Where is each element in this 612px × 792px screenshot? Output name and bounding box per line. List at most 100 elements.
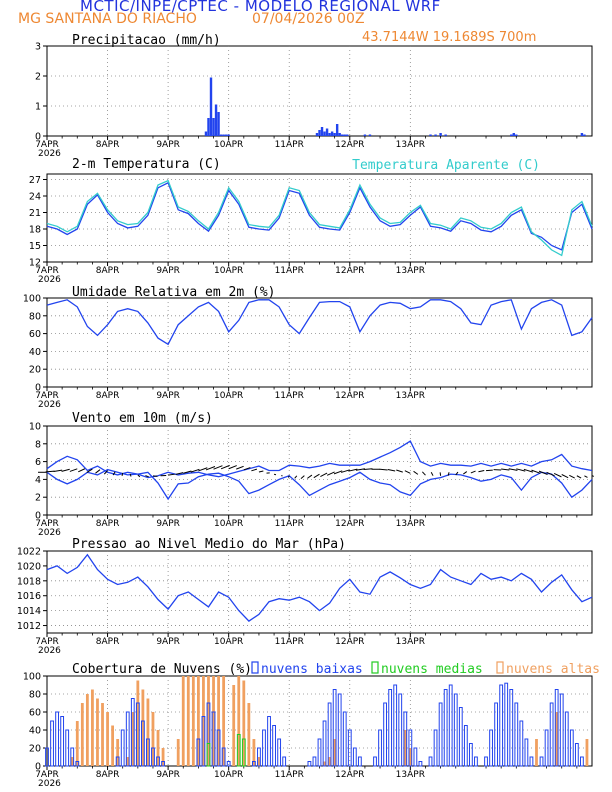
precip-bar bbox=[444, 134, 447, 136]
pressure-ytick-label: 1022 bbox=[17, 547, 41, 558]
wind-barb bbox=[333, 470, 343, 475]
wind-barb bbox=[430, 471, 434, 476]
clouds-bar-0 bbox=[373, 756, 377, 767]
clouds-bar-0 bbox=[453, 693, 458, 767]
clouds-bar-2 bbox=[207, 676, 210, 766]
precip-bar bbox=[512, 133, 515, 136]
clouds-bar-0 bbox=[332, 689, 337, 767]
precip-bar bbox=[341, 134, 344, 136]
clouds-bar-0 bbox=[201, 716, 206, 767]
wind-barb bbox=[553, 473, 562, 478]
clouds-bar-0 bbox=[549, 702, 554, 767]
clouds-bar-1 bbox=[241, 738, 246, 767]
clouds-bar-2 bbox=[186, 676, 190, 766]
pressure-date-label: 12APR bbox=[335, 637, 364, 647]
precip-bar bbox=[227, 134, 230, 136]
wind-barb bbox=[501, 468, 510, 471]
temp-series-line bbox=[46, 179, 593, 257]
clouds-bar-0 bbox=[196, 738, 201, 767]
precip-date-label: 9APR bbox=[156, 140, 180, 150]
clouds-ytick-label: 60 bbox=[29, 708, 41, 719]
precip-bar bbox=[222, 134, 225, 136]
clouds-bar-2 bbox=[212, 676, 215, 766]
pressure-title: Pressao ao Nivel Medio do Mar (hPa) bbox=[72, 537, 346, 552]
wind-barb bbox=[287, 475, 290, 478]
precip-ytick-label: 0 bbox=[35, 132, 41, 143]
wind-date-label: 11APR bbox=[275, 519, 304, 529]
clouds-bar-2 bbox=[242, 680, 246, 766]
clouds-bar-0 bbox=[519, 720, 524, 767]
clouds-bar-0 bbox=[499, 684, 504, 767]
wind-barb bbox=[220, 464, 230, 470]
clouds-bar-2 bbox=[323, 761, 326, 766]
clouds-bar-2 bbox=[403, 730, 407, 766]
clouds-bar-2 bbox=[70, 757, 74, 766]
clouds-bar-2 bbox=[196, 676, 200, 766]
temp-date-label: 8APR bbox=[96, 266, 120, 276]
clouds-bar-0 bbox=[418, 761, 423, 767]
clouds-bar-1 bbox=[206, 743, 211, 767]
wind-barb bbox=[145, 475, 149, 478]
clouds-bar-2 bbox=[232, 685, 236, 766]
clouds-bar-0 bbox=[267, 716, 271, 767]
wind-barb bbox=[258, 470, 264, 473]
wind-barb bbox=[584, 475, 588, 478]
pressure-date-label: 7APR bbox=[35, 637, 59, 647]
clouds-bar-2 bbox=[91, 689, 94, 766]
wind-barb bbox=[300, 475, 305, 479]
rh-date-label: 7APR bbox=[35, 391, 59, 401]
clouds-bar-2 bbox=[101, 703, 104, 766]
clouds-date-label: 10APR bbox=[214, 770, 243, 780]
precip-bar bbox=[315, 133, 319, 136]
wind-ytick-label: 4 bbox=[35, 475, 41, 486]
clouds-ytick-label: 20 bbox=[29, 744, 41, 755]
wind-title: Vento em 10m (m/s) bbox=[72, 411, 213, 426]
precip-bar bbox=[333, 133, 336, 136]
rh-date-label: 10APR bbox=[214, 391, 243, 401]
rh-ytick-label: 100 bbox=[23, 294, 41, 305]
precip-date-label: 12APR bbox=[335, 140, 364, 150]
wind-barb bbox=[137, 474, 141, 478]
clouds-bar-2 bbox=[106, 712, 109, 766]
wind-barb bbox=[447, 472, 450, 476]
clouds-bar-0 bbox=[438, 702, 443, 767]
pressure-date-label: 13APR bbox=[396, 637, 425, 647]
rh-ytick-label: 0 bbox=[35, 383, 41, 394]
precip-bar bbox=[343, 134, 346, 136]
clouds-legend-label: nuvens altas bbox=[506, 662, 600, 677]
clouds-bar-0 bbox=[433, 729, 438, 767]
clouds-bar-2 bbox=[181, 676, 185, 766]
header-title: MCTIC/INPE/CPTEC - MODELO REGIONAL WRF bbox=[80, 0, 441, 15]
wind-barb bbox=[294, 475, 298, 479]
clouds-bar-0 bbox=[458, 707, 463, 767]
wind-barb bbox=[53, 469, 63, 473]
clouds-bar-0 bbox=[514, 702, 519, 767]
clouds-bar-2 bbox=[116, 739, 120, 766]
wind-year-label: 2026 bbox=[38, 528, 61, 538]
clouds-ytick-label: 80 bbox=[29, 690, 41, 701]
clouds-bar-0 bbox=[489, 729, 493, 767]
precip-bar bbox=[323, 131, 326, 136]
wind-barb bbox=[470, 470, 476, 474]
clouds-bar-2 bbox=[146, 698, 150, 766]
clouds-bar-2 bbox=[252, 739, 256, 766]
precip-bar bbox=[224, 134, 228, 136]
pressure-ytick-label: 1014 bbox=[17, 606, 41, 617]
clouds-bar-2 bbox=[111, 725, 115, 766]
clouds-date-label: 7APR bbox=[35, 770, 59, 780]
clouds-bar-2 bbox=[141, 689, 145, 766]
clouds-bar-0 bbox=[352, 747, 357, 767]
clouds-bar-0 bbox=[347, 729, 352, 767]
wind-barb bbox=[516, 468, 526, 472]
clouds-bar-0 bbox=[383, 702, 388, 767]
clouds-bar-2 bbox=[191, 676, 195, 766]
clouds-bar-0 bbox=[403, 711, 408, 767]
clouds-bar-0 bbox=[216, 729, 221, 767]
clouds-bar-0 bbox=[539, 756, 544, 767]
temp-year-label: 2026 bbox=[38, 275, 61, 285]
wind-date-label: 10APR bbox=[214, 519, 243, 529]
clouds-bar-0 bbox=[262, 729, 266, 767]
wind-barb bbox=[121, 472, 124, 477]
pressure-ytick-label: 1016 bbox=[17, 591, 41, 602]
temp-date-label: 9APR bbox=[156, 266, 180, 276]
